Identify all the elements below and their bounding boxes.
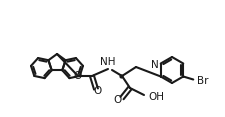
Text: OH: OH — [147, 92, 163, 102]
Text: O: O — [113, 95, 122, 105]
Text: NH: NH — [100, 57, 115, 67]
Text: Br: Br — [196, 77, 208, 86]
Text: N: N — [150, 60, 158, 69]
Text: O: O — [93, 86, 102, 96]
Text: O: O — [74, 71, 82, 81]
